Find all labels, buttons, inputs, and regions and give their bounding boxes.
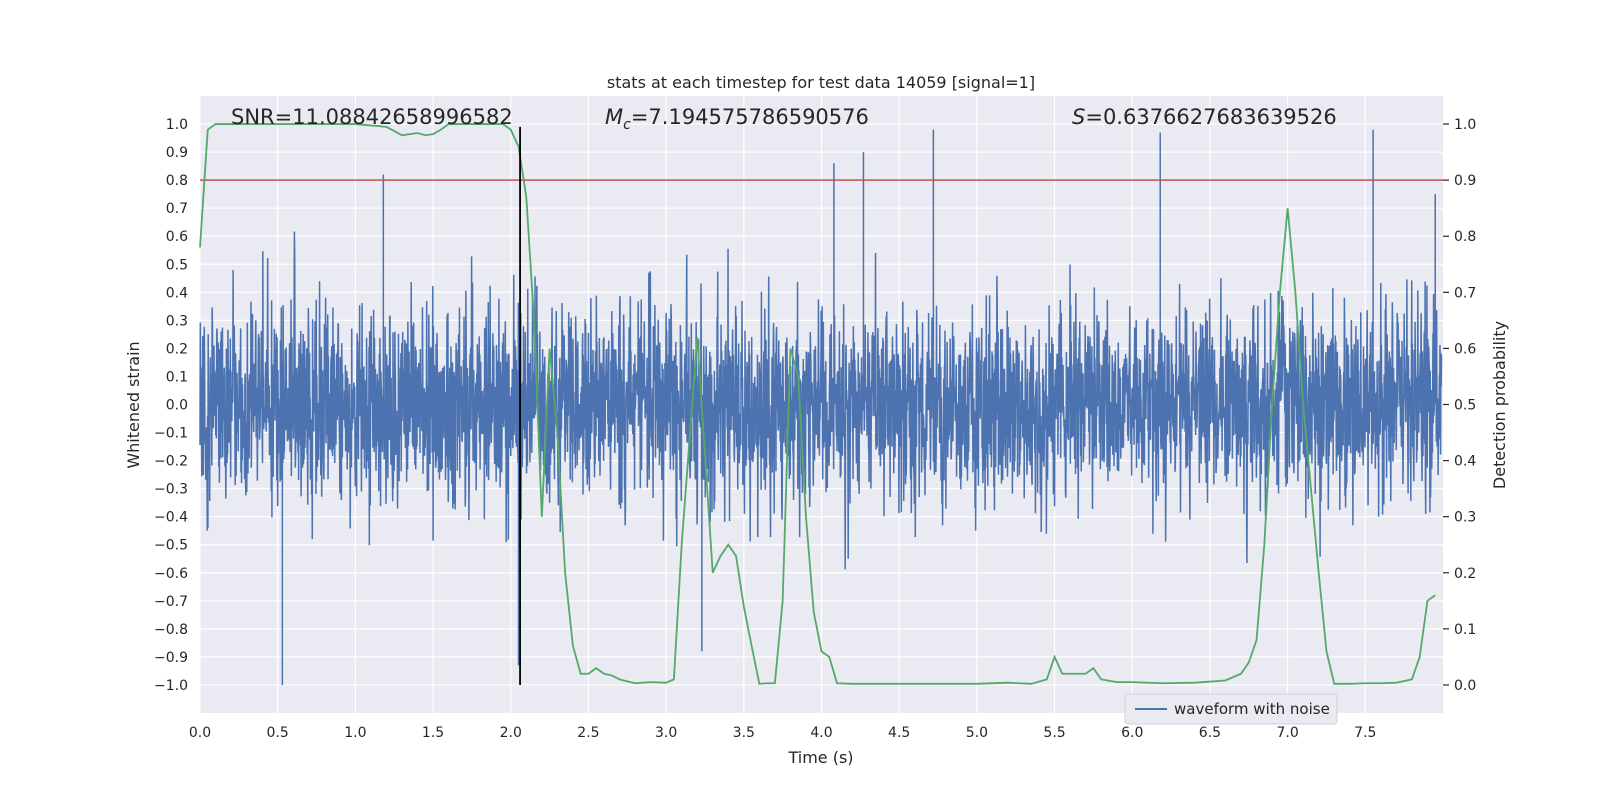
x-tick-label: 7.5: [1354, 725, 1376, 741]
y2-tick-label: 0.6: [1454, 341, 1476, 357]
x-tick-label: 3.0: [655, 725, 677, 741]
y2-tick-label: 0.2: [1454, 566, 1476, 582]
y2-tick-label: 0.1: [1454, 622, 1476, 638]
x-tick-label: 7.0: [1276, 725, 1298, 741]
y-tick-label: −0.9: [154, 650, 188, 666]
y2-tick-label: 0.3: [1454, 510, 1476, 526]
x-tick-label: 6.0: [1121, 725, 1143, 741]
x-tick-label: 5.5: [1043, 725, 1065, 741]
y2-tick-label: 0.7: [1454, 285, 1476, 301]
y-tick-label: −0.5: [154, 538, 188, 554]
x-tick-label: 4.0: [810, 725, 832, 741]
x-tick-label: 4.5: [888, 725, 910, 741]
y2-axis-label: Detection probability: [1490, 321, 1509, 489]
x-axis-label: Time (s): [787, 748, 853, 767]
x-tick-label: 3.5: [733, 725, 755, 741]
y-tick-label: 0.8: [166, 173, 188, 189]
y-tick-label: 0.9: [166, 145, 188, 161]
waveform-with-noise-series: [199, 129, 1443, 685]
y-axis-ticks: 1.0 0.9 0.8 0.7 0.6 0.5 0.4 0.3 0.2 0.1 0.0 −0.1 −0.…: [154, 117, 188, 694]
y-tick-label: −0.6: [154, 566, 188, 582]
snr-annotation: SNR=11.08842658996582: [231, 105, 513, 129]
legend-box: [1124, 693, 1338, 725]
y-tick-label: −1.0: [154, 678, 188, 694]
y-tick-label: 0.2: [166, 341, 188, 357]
y-tick-label: 0.6: [166, 229, 188, 245]
x-tick-label: 0.0: [189, 725, 211, 741]
detection-probability-line: [199, 123, 1436, 685]
y2-tick-label: 0.8: [1454, 229, 1476, 245]
x-tick-label: 2.0: [500, 725, 522, 741]
y-tick-label: −0.3: [154, 482, 188, 498]
x-axis-ticks: 0.0 0.5 1.0 1.5 2.0 2.5 3.0 3.5 4.0 4.5 5.0 5.5 6.0 6…: [189, 725, 1377, 741]
y-tick-label: 0.7: [166, 201, 188, 217]
x-tick-label: 1.5: [422, 725, 444, 741]
y-tick-label: 0.5: [166, 257, 188, 273]
chart-title: stats at each timestep for test data 140…: [607, 73, 1035, 92]
s-annotation: S=0.6376627683639526: [1072, 105, 1337, 129]
y2-tick-label: 1.0: [1454, 117, 1476, 133]
legend: waveform with noise: [1124, 693, 1338, 725]
y-tick-label: 0.0: [166, 398, 188, 414]
y-axis-label: Whitened strain: [124, 341, 143, 468]
y2-tick-label: 0.0: [1454, 678, 1476, 694]
y-tick-label: −0.4: [154, 510, 188, 526]
y-tick-label: 0.1: [166, 369, 188, 385]
y2-tick-label: 0.9: [1454, 173, 1476, 189]
x-tick-label: 2.5: [577, 725, 599, 741]
y-tick-label: 1.0: [166, 117, 188, 133]
x-tick-label: 5.0: [966, 725, 988, 741]
y-tick-label: 0.3: [166, 313, 188, 329]
y-tick-label: −0.2: [154, 454, 188, 470]
x-tick-label: 1.0: [344, 725, 366, 741]
y-tick-label: −0.7: [154, 594, 188, 610]
y-tick-label: −0.1: [154, 426, 188, 442]
waveform-with-noise-line: [199, 129, 1443, 685]
y2-axis-ticks: 1.0 0.9 0.8 0.7 0.6 0.5 0.4 0.3 0.2 0.1 0.0: [1443, 117, 1476, 694]
y2-tick-label: 0.5: [1454, 398, 1476, 414]
y-tick-label: 0.4: [166, 285, 188, 301]
x-tick-label: 0.5: [267, 725, 289, 741]
y-tick-label: −0.8: [154, 622, 188, 638]
x-tick-label: 6.5: [1199, 725, 1221, 741]
chirp-mass-annotation: Mc=7.194575786590576: [605, 105, 869, 133]
legend-label-waveform: waveform with noise: [1174, 700, 1330, 718]
y2-tick-label: 0.4: [1454, 454, 1476, 470]
overlay-lines: [199, 123, 1443, 685]
